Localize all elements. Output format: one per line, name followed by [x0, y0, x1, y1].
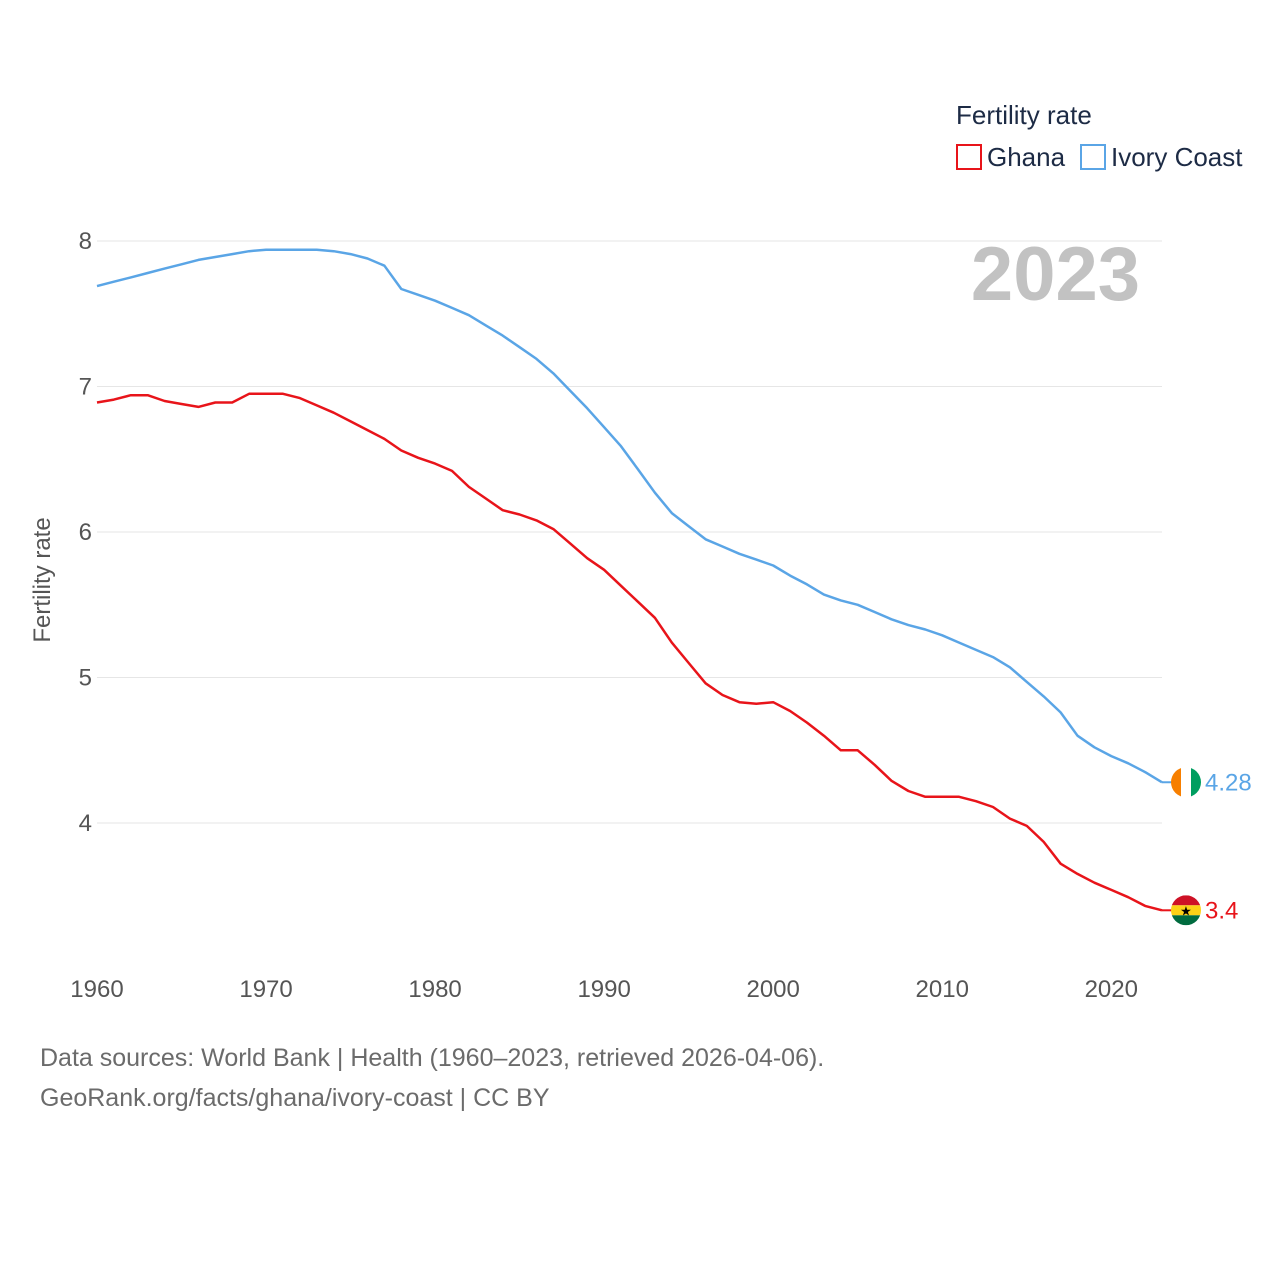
x-tick-label-1980: 1980 — [408, 976, 461, 1003]
ivory-coast-flag-icon — [1171, 767, 1201, 798]
x-tick-label-1990: 1990 — [577, 976, 630, 1003]
y-tick-label-8: 8 — [79, 228, 92, 255]
end-markers: ★ 3.4 4.28 — [1162, 767, 1252, 926]
x-tick-label-2020: 2020 — [1085, 976, 1138, 1003]
legend: Fertility rate Ghana Ivory Coast — [956, 100, 1243, 172]
y-tick-label-7: 7 — [79, 374, 92, 401]
legend-title: Fertility rate — [956, 100, 1092, 130]
y-tick-label-5: 5 — [79, 665, 92, 692]
x-axis-ticks: 1960 1970 1980 1990 2000 2010 2020 — [70, 976, 1138, 1003]
credit-link[interactable]: GeoRank.org/facts/ghana/ivory-coast | CC… — [40, 1084, 550, 1112]
year-label: 2023 — [971, 232, 1140, 317]
x-tick-label-2000: 2000 — [746, 976, 799, 1003]
ghana-flag-icon: ★ — [1171, 895, 1201, 926]
legend-swatch-ghana[interactable] — [956, 144, 982, 170]
legend-label-ghana[interactable]: Ghana — [987, 142, 1066, 172]
x-tick-label-1960: 1960 — [70, 976, 123, 1003]
series-line-ivory-coast[interactable] — [96, 248, 1163, 784]
svg-text:★: ★ — [1180, 903, 1192, 918]
legend-swatch-ivory-coast[interactable] — [1080, 144, 1106, 170]
y-tick-label-6: 6 — [79, 519, 92, 546]
end-value-label-ghana: 3.4 — [1205, 897, 1238, 924]
end-value-label-ivory-coast: 4.28 — [1205, 769, 1252, 796]
y-axis-title: Fertility rate — [29, 517, 56, 642]
x-tick-label-1970: 1970 — [239, 976, 292, 1003]
y-axis-ticks: 4 5 6 7 8 — [79, 228, 92, 837]
legend-label-ivory-coast[interactable]: Ivory Coast — [1111, 142, 1243, 172]
series-lines — [96, 248, 1163, 912]
y-tick-label-4: 4 — [79, 810, 92, 837]
series-line-ghana[interactable] — [96, 392, 1163, 912]
data-sources-note: Data sources: World Bank | Health (1960–… — [40, 1044, 825, 1072]
x-tick-label-2010: 2010 — [916, 976, 969, 1003]
gridlines — [97, 240, 1162, 824]
